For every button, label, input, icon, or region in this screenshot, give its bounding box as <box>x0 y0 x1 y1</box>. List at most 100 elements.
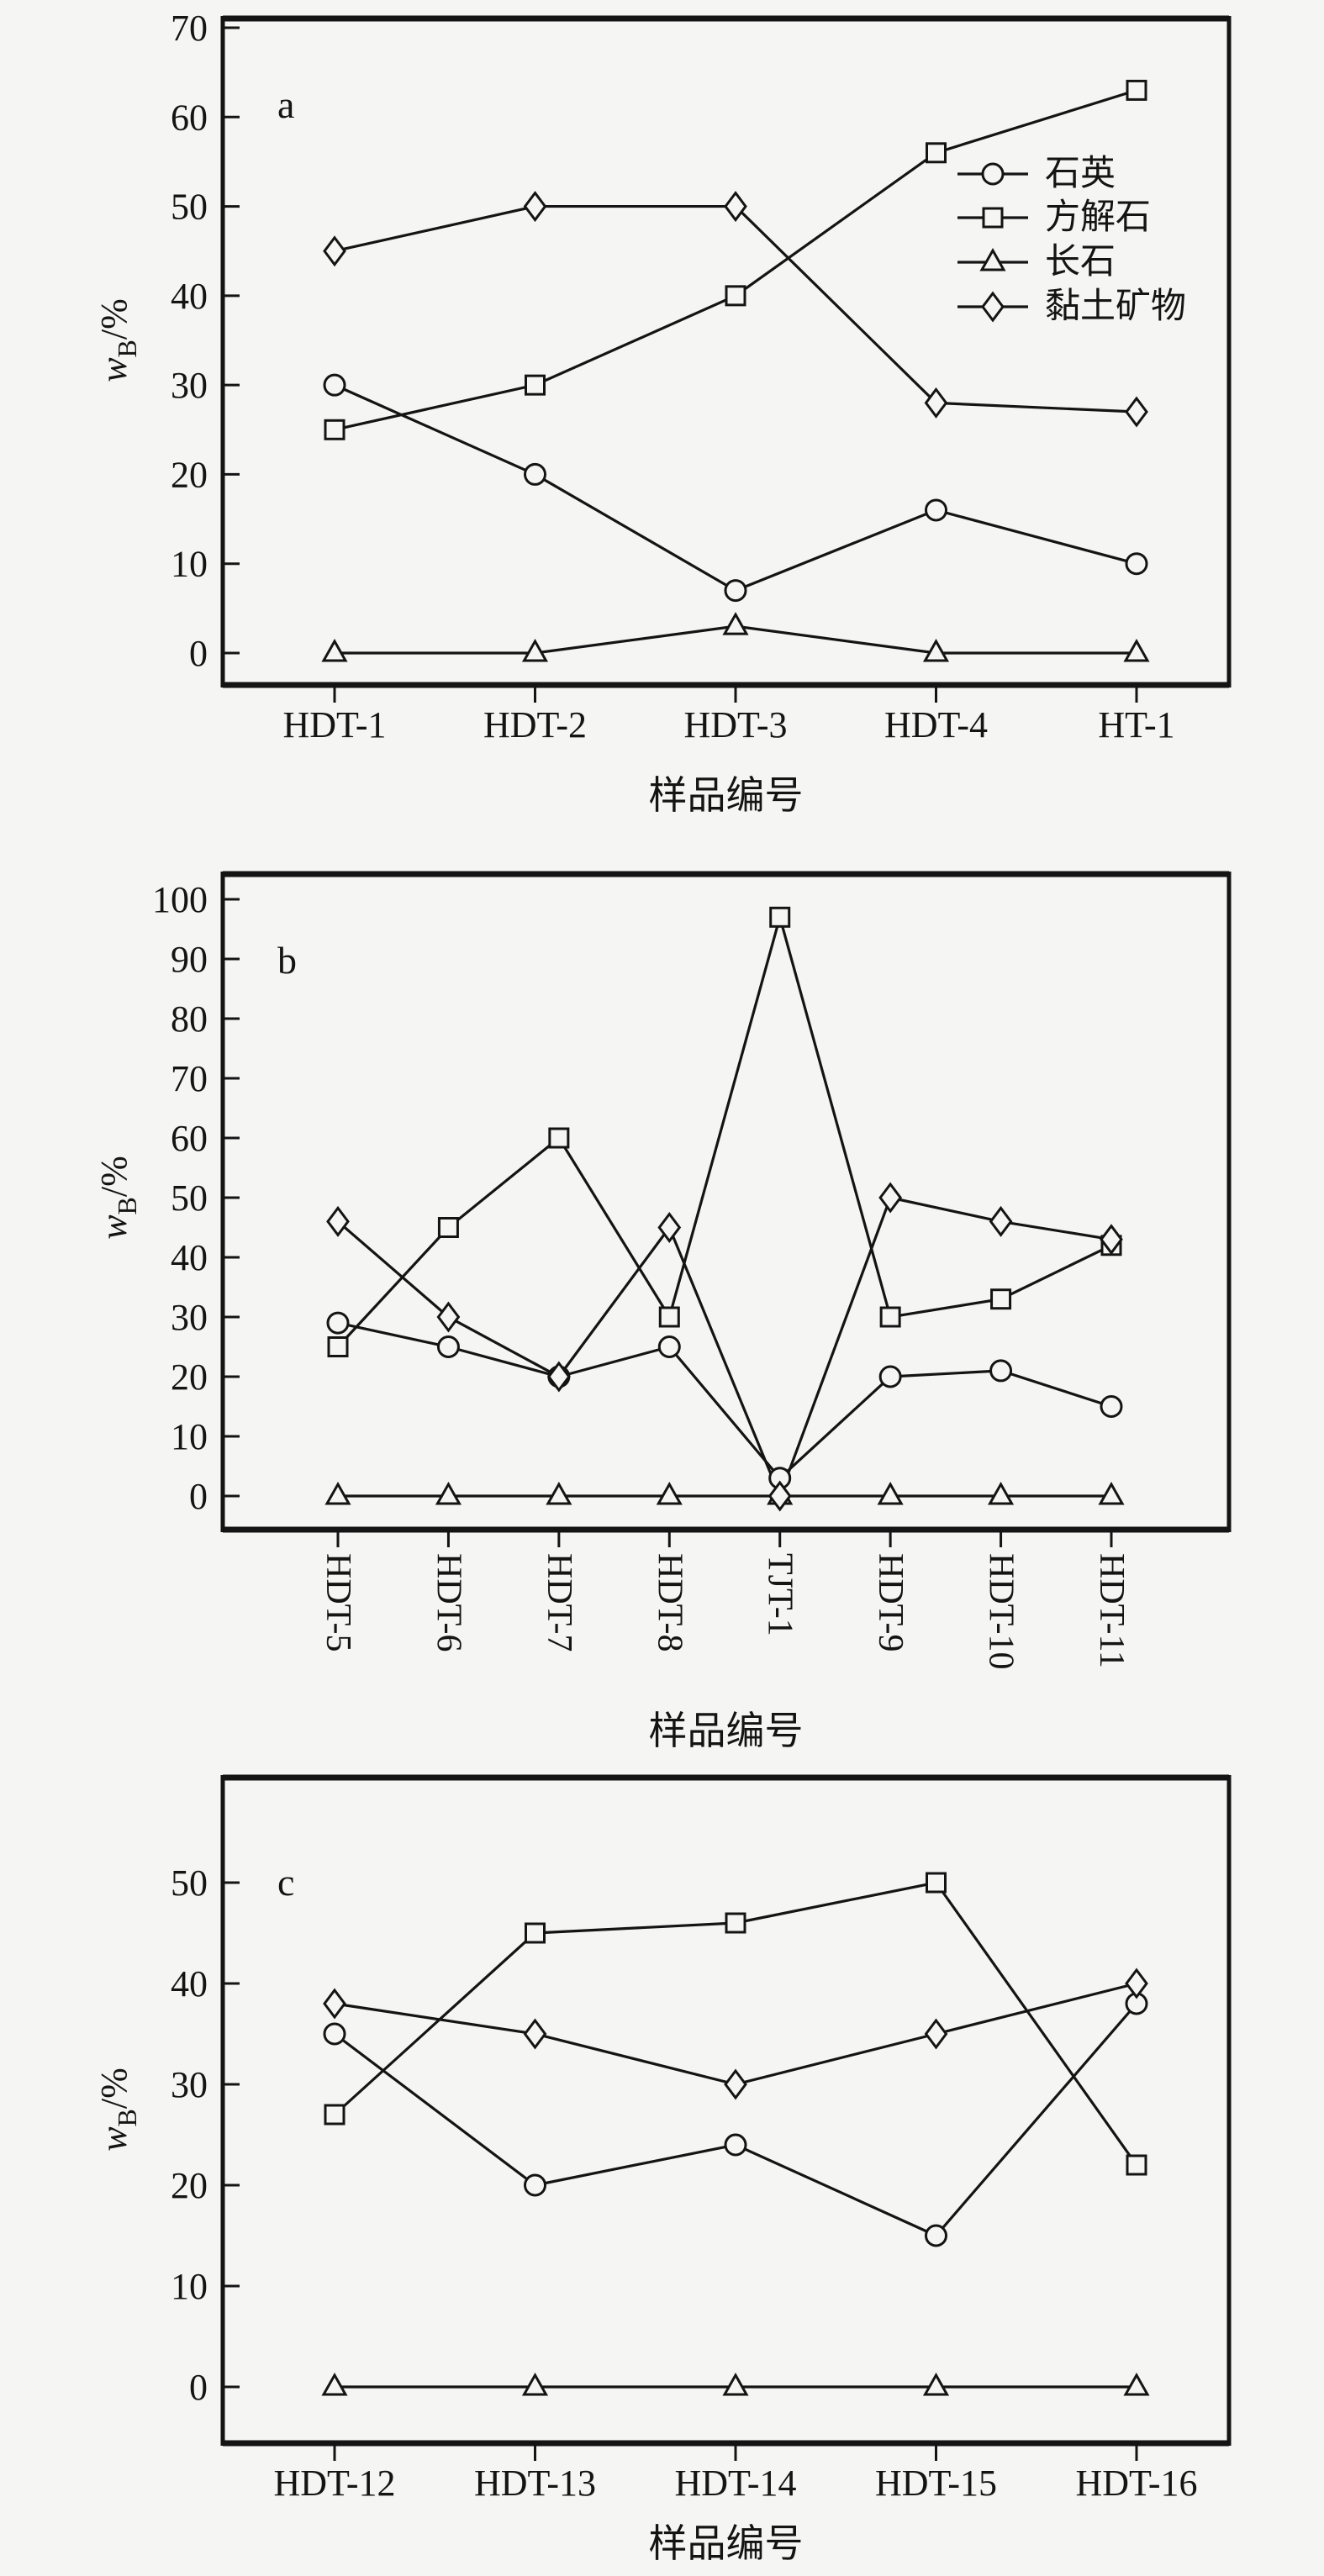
y-tick-label: 50 <box>171 1862 208 1904</box>
panel-a: 0 10 20 30 40 50 60 70 HDT-1 HDT-2 HDT-3 HDT-4 HT-1 a… <box>93 8 1232 817</box>
x-axis-title: 样品编号 <box>649 2522 804 2565</box>
y-tick-label: 20 <box>171 454 208 495</box>
x-tick-label: TJT-1 <box>761 1553 799 1636</box>
data-point-diamond-icon <box>657 1212 682 1243</box>
y-axis-label: wB/% <box>93 298 142 382</box>
data-point-triangle-icon <box>324 1481 351 1505</box>
x-axis-title: 样品编号 <box>649 1709 804 1752</box>
y-tick-label: 10 <box>171 1416 208 1457</box>
y-tick-label: 0 <box>189 1476 208 1517</box>
y-tick-label: 10 <box>171 2266 208 2307</box>
x-tick-label: HDT-6 <box>429 1553 467 1651</box>
data-point-triangle-icon <box>1123 2372 1150 2396</box>
data-point-circle-icon <box>657 1335 681 1358</box>
series-line-square <box>336 912 1112 1348</box>
legend-label: 长石 <box>1045 243 1116 282</box>
data-point-diamond-icon <box>767 1480 792 1512</box>
data-point-triangle-icon <box>1098 1481 1125 1505</box>
x-tick-label: HT-1 <box>1098 704 1174 745</box>
data-point-square-icon <box>437 1217 459 1238</box>
data-point-triangle-icon <box>922 638 950 662</box>
y-tick-label: 50 <box>171 1177 208 1219</box>
data-point-circle-icon <box>925 2224 947 2247</box>
x-tick-label: HDT-15 <box>875 2463 997 2504</box>
data-point-square-icon <box>525 1922 546 1944</box>
data-point-triangle-icon <box>1123 638 1150 662</box>
data-point-triangle-icon <box>435 1481 462 1505</box>
x-axis-title: 样品编号 <box>649 774 804 817</box>
data-point-square-icon <box>548 1127 570 1149</box>
y-axis-label: wB/% <box>93 1156 142 1240</box>
y-tick-label: 20 <box>171 2165 208 2206</box>
data-point-diamond-icon <box>724 2068 747 2100</box>
x-tick-label: HDT-10 <box>982 1553 1021 1669</box>
series-line-circle <box>337 1321 1112 1481</box>
data-point-triangle-icon <box>521 2372 549 2396</box>
panel-letter: a <box>277 83 294 126</box>
x-tick-label: HDT-12 <box>273 2463 395 2504</box>
legend-triangle-icon <box>979 247 1006 271</box>
x-tick-label: HDT-11 <box>1092 1553 1131 1668</box>
legend-diamond-icon <box>981 291 1005 323</box>
y-tick-label: 80 <box>171 998 208 1040</box>
data-point-triangle-icon <box>922 2372 950 2396</box>
data-point-square-icon <box>525 374 546 396</box>
data-point-diamond-icon <box>924 2018 948 2050</box>
panel-b: 0 10 20 30 40 50 60 70 80 90 100 HDT-5 HDT-6 HDT-7 HDT… <box>93 871 1232 1752</box>
data-point-diamond-icon <box>924 387 948 419</box>
data-point-square-icon <box>327 1336 349 1357</box>
panel-letter: c <box>277 1861 294 1904</box>
y-tick-label: 30 <box>171 365 208 406</box>
series-line-diamond <box>336 1196 1112 1500</box>
data-point-circle-icon <box>326 1311 350 1335</box>
data-point-diamond-icon <box>323 1988 346 2020</box>
data-point-circle-icon <box>724 579 747 603</box>
data-point-triangle-icon <box>546 1481 572 1505</box>
y-tick-label: 40 <box>171 1963 208 2004</box>
legend-label: 石英 <box>1045 155 1116 193</box>
y-tick-label: 40 <box>171 1237 208 1278</box>
x-tick-label: HDT-14 <box>674 2463 796 2504</box>
y-tick-label: 60 <box>171 1118 208 1159</box>
x-tick-label: HDT-4 <box>884 704 988 745</box>
x-tick-label: HDT-5 <box>319 1553 357 1651</box>
x-tick-label: HDT-16 <box>1075 2463 1197 2504</box>
x-tick-label: HDT-3 <box>683 704 787 745</box>
data-point-triangle-icon <box>521 638 549 662</box>
data-point-triangle-icon <box>722 2372 749 2396</box>
data-point-circle-icon <box>878 1365 902 1388</box>
data-point-circle-icon <box>524 2173 546 2197</box>
data-point-diamond-icon <box>724 191 747 223</box>
data-point-circle-icon <box>1100 1395 1123 1418</box>
legend-label: 方解石 <box>1045 198 1151 237</box>
x-tick-label: HDT-13 <box>474 2463 596 2504</box>
data-point-circle-icon <box>323 373 346 397</box>
y-tick-label: 70 <box>171 1058 208 1099</box>
data-point-square-icon <box>926 1872 947 1894</box>
legend-label: 黏土矿物 <box>1045 287 1186 326</box>
data-point-circle-icon <box>323 2022 346 2046</box>
panel-letter: b <box>277 939 297 982</box>
data-point-diamond-icon <box>436 1301 461 1333</box>
data-point-square-icon <box>1126 79 1147 101</box>
data-point-circle-icon <box>1125 552 1148 576</box>
data-point-square-icon <box>879 1306 901 1328</box>
data-point-triangle-icon <box>321 2372 348 2396</box>
data-point-triangle-icon <box>321 638 348 662</box>
y-tick-label: 50 <box>171 187 208 228</box>
y-tick-label: 70 <box>171 8 208 49</box>
y-tick-label: 30 <box>171 2064 208 2105</box>
y-tick-label: 0 <box>189 633 208 674</box>
data-point-circle-icon <box>989 1359 1013 1383</box>
x-tick-label: HDT-1 <box>282 704 386 745</box>
data-point-square-icon <box>769 906 791 928</box>
data-point-diamond-icon <box>326 1205 350 1237</box>
data-point-diamond-icon <box>989 1205 1013 1237</box>
data-point-diamond-icon <box>878 1182 903 1214</box>
y-tick-label: 60 <box>171 97 208 138</box>
y-tick-label: 100 <box>152 879 208 920</box>
x-tick-label: HDT-9 <box>871 1553 910 1651</box>
